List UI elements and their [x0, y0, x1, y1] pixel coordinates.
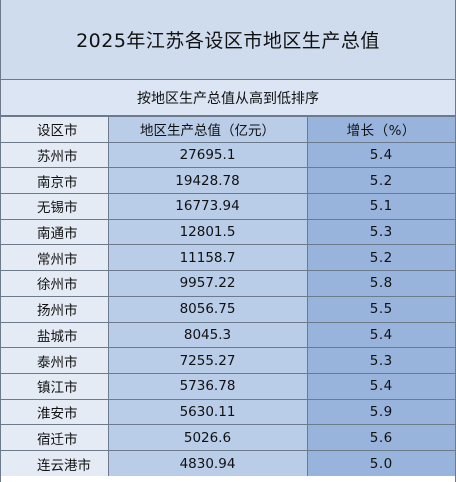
- column-header-city: 设区市: [1, 116, 109, 143]
- table-row: 无锡市 16773.94 5.1: [1, 193, 455, 220]
- table-row: 徐州市 9957.22 5.8: [1, 270, 455, 297]
- growth-cell: 5.5: [307, 295, 455, 322]
- gdp-cell: 9957.22: [108, 270, 308, 297]
- gdp-cell: 27695.1: [108, 141, 308, 168]
- gdp-cell: 16773.94: [108, 193, 308, 220]
- growth-cell: 5.0: [307, 449, 455, 477]
- table-row: 南京市 19428.78 5.2: [1, 167, 455, 194]
- gdp-table: 设区市 地区生产总值（亿元） 增长（%） 苏州市 27695.1 5.4 南京市 194…: [1, 116, 455, 477]
- table-row: 扬州市 8056.75 5.5: [1, 295, 455, 322]
- city-cell: 无锡市: [1, 193, 109, 220]
- table-row: 泰州市 7255.27 5.3: [1, 347, 455, 374]
- growth-cell: 5.4: [307, 372, 455, 400]
- growth-cell: 5.4: [307, 321, 455, 348]
- header-row: 设区市 地区生产总值（亿元） 增长（%）: [1, 116, 455, 143]
- growth-cell: 5.3: [307, 218, 455, 245]
- growth-cell: 5.3: [307, 347, 455, 374]
- city-cell: 徐州市: [1, 270, 109, 297]
- column-header-growth: 增长（%）: [307, 116, 455, 143]
- growth-cell: 5.6: [307, 424, 455, 451]
- table-row: 淮安市 5630.11 5.9: [1, 398, 455, 425]
- table-row: 宿迁市 5026.6 5.6: [1, 424, 455, 451]
- city-cell: 南京市: [1, 167, 109, 194]
- gdp-cell: 5026.6: [108, 424, 308, 451]
- table-title: 2025年江苏各设区市地区生产总值: [1, 0, 455, 80]
- city-cell: 苏州市: [1, 141, 109, 168]
- gdp-cell: 19428.78: [108, 167, 308, 194]
- city-cell: 宿迁市: [1, 424, 109, 451]
- growth-cell: 5.8: [307, 270, 455, 297]
- growth-cell: 5.9: [307, 398, 455, 425]
- city-cell: 常州市: [1, 244, 109, 271]
- city-cell: 镇江市: [1, 372, 109, 400]
- gdp-cell: 8056.75: [108, 295, 308, 322]
- gdp-cell: 11158.7: [108, 244, 308, 271]
- city-cell: 盐城市: [1, 321, 109, 348]
- table-row: 苏州市 27695.1 5.4: [1, 141, 455, 168]
- gdp-cell: 5630.11: [108, 398, 308, 425]
- growth-cell: 5.4: [307, 141, 455, 168]
- city-cell: 泰州市: [1, 347, 109, 374]
- column-header-gdp: 地区生产总值（亿元）: [108, 116, 308, 143]
- city-cell: 南通市: [1, 218, 109, 245]
- growth-cell: 5.2: [307, 244, 455, 271]
- gdp-cell: 5736.78: [108, 372, 308, 400]
- city-cell: 连云港市: [1, 449, 109, 477]
- table-row: 连云港市 4830.94 5.0: [1, 449, 455, 477]
- gdp-cell: 4830.94: [108, 449, 308, 477]
- table-row: 镇江市 5736.78 5.4: [1, 372, 455, 400]
- city-cell: 扬州市: [1, 295, 109, 322]
- gdp-cell: 12801.5: [108, 218, 308, 245]
- gdp-cell: 7255.27: [108, 347, 308, 374]
- gdp-cell: 8045.3: [108, 321, 308, 348]
- table-row: 南通市 12801.5 5.3: [1, 218, 455, 245]
- table-subtitle: 按地区生产总值从高到低排序: [1, 80, 455, 116]
- city-cell: 淮安市: [1, 398, 109, 425]
- growth-cell: 5.1: [307, 193, 455, 220]
- table-row: 盐城市 8045.3 5.4: [1, 321, 455, 348]
- growth-cell: 5.2: [307, 167, 455, 194]
- table-row: 常州市 11158.7 5.2: [1, 244, 455, 271]
